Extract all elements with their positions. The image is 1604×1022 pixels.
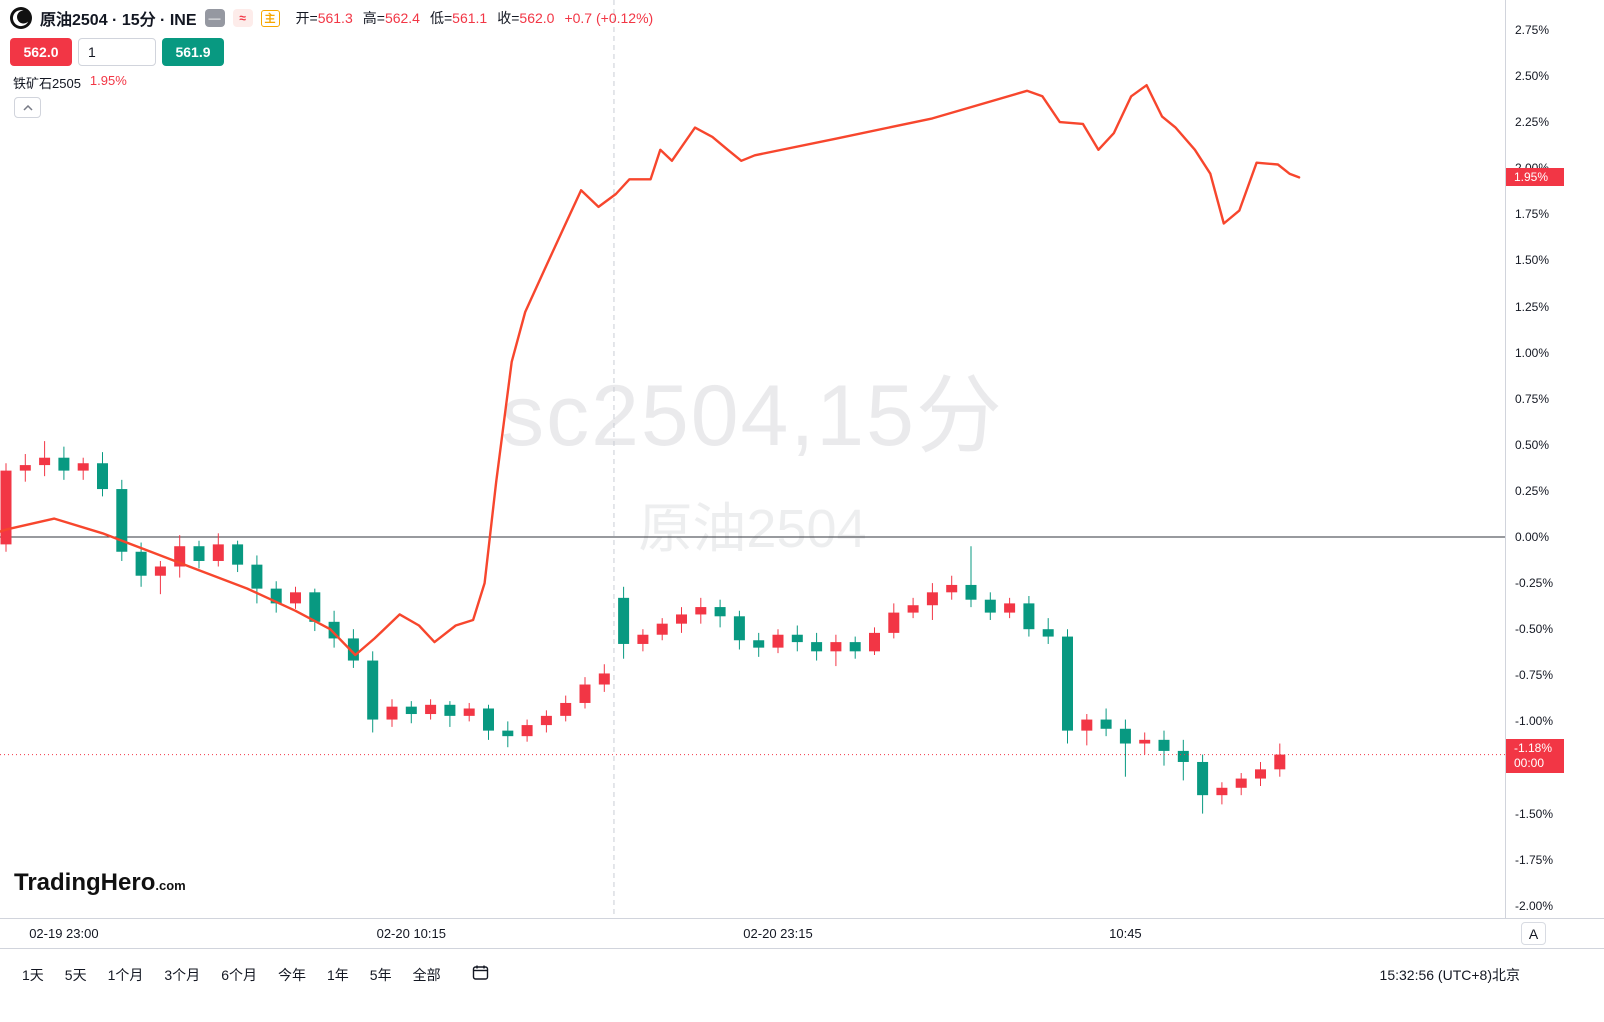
range-button-6[interactable]: 今年: [270, 958, 314, 992]
range-button-2[interactable]: 5天: [57, 958, 95, 992]
range-button-5[interactable]: 6个月: [213, 958, 265, 992]
last-price-badge: -1.18% 00:00: [1506, 738, 1564, 773]
ohlc-item: 低=561.1: [429, 10, 488, 26]
change-value: +0.7 (+0.12%): [564, 10, 654, 26]
price-tick-label: 0.75%: [1515, 391, 1550, 406]
price-tick-label: 2.25%: [1515, 115, 1550, 130]
compare-legend: 铁矿石2505 1.95%: [13, 73, 127, 92]
time-axis[interactable]: A 02-19 23:00 02-20 10:15 02-20 23:15 10:45: [0, 918, 1604, 948]
range-button-8[interactable]: 5年: [362, 958, 400, 992]
ohlc-item: 高=562.4: [362, 10, 420, 26]
brand-suffix: .com: [155, 878, 186, 893]
minimize-legend-icon[interactable]: —: [204, 9, 225, 27]
sell-price-button[interactable]: 562.0: [10, 38, 72, 66]
range-button-3[interactable]: 1个月: [100, 958, 152, 992]
price-tick-label: 0.00%: [1515, 530, 1550, 544]
bar-countdown: 00:00: [1514, 755, 1545, 770]
price-tick-label: -0.75%: [1515, 668, 1554, 683]
price-axis[interactable]: 1.95% -1.18% 00:00 2.75%2.50%2.25%2.00%1…: [1505, 0, 1604, 918]
price-tick-label: 2.75%: [1515, 22, 1550, 37]
collapse-legend-button[interactable]: [14, 97, 41, 118]
price-tick-label: -2.00%: [1515, 898, 1554, 913]
compare-change-value: 1.95%: [89, 73, 127, 88]
quantity-input[interactable]: [78, 38, 156, 66]
adjust-button[interactable]: A: [1521, 922, 1546, 945]
calendar-icon: [472, 964, 489, 981]
clock-timezone[interactable]: 15:32:56 (UTC+8)北京: [1379, 967, 1520, 983]
last-price-value: -1.18%: [1514, 740, 1553, 755]
compare-price-badge: 1.95%: [1506, 168, 1564, 187]
range-button-4[interactable]: 3个月: [156, 958, 208, 992]
ohlc-legend: 开=561.3 高=562.4 低=561.1 收=562.0 +0.7 (+0.12%…: [296, 8, 654, 28]
chart-area: sc2504,15分 原油2504 原油2504 · 15分 · INE — ≈…: [0, 0, 1505, 918]
price-tick-label: 0.50%: [1515, 437, 1550, 452]
buy-price-button[interactable]: 561.9: [162, 38, 224, 66]
brand-name: TradingHero: [14, 869, 156, 896]
symbol-legend: 原油2504 · 15分 · INE — ≈ 主 开=561.3 高=562.4 低…: [10, 6, 653, 30]
ohlc-item: 开=561.3: [295, 10, 353, 26]
time-tick-label: 02-19 23:00: [29, 926, 99, 941]
range-button-7[interactable]: 1年: [319, 958, 357, 992]
time-tick-label: 02-20 23:15: [743, 926, 813, 941]
order-panel: 562.0 561.9: [10, 38, 224, 66]
price-tick-label: 1.75%: [1515, 207, 1550, 222]
chevron-up-icon: [22, 104, 33, 111]
bottom-toolbar: 1天 5天 1个月 3个月 6个月 今年 1年 5年 全部 15:32:56 (UTC+8)北京: [0, 948, 1604, 1022]
price-tick-label: -0.25%: [1515, 576, 1554, 591]
price-tick-label: 1.25%: [1515, 299, 1550, 314]
wave-style-icon[interactable]: ≈: [232, 9, 253, 27]
price-tick-label: 0.25%: [1515, 483, 1550, 498]
time-tick-label: 02-20 10:15: [376, 926, 446, 941]
go-to-date-button[interactable]: [466, 958, 495, 987]
price-tick-label: -0.50%: [1515, 622, 1554, 637]
tradinghero-logo: TradingHero .com: [14, 869, 186, 897]
chart-canvas[interactable]: [0, 0, 1505, 918]
symbol-title[interactable]: 原油2504 · 15分 · INE: [40, 12, 197, 29]
compare-symbol-label[interactable]: 铁矿石2505: [13, 76, 81, 91]
price-tick-label: -1.50%: [1515, 806, 1554, 821]
range-button-1[interactable]: 1天: [14, 958, 52, 992]
ohlc-item: 收=562.0: [497, 10, 555, 26]
symbol-logo-icon: [10, 7, 32, 29]
price-tick-label: 1.50%: [1515, 253, 1550, 268]
time-tick-label: 10:45: [1109, 926, 1142, 941]
price-tick-label: -1.00%: [1515, 714, 1554, 729]
price-tick-label: 1.00%: [1515, 345, 1550, 360]
range-buttons: 1天 5天 1个月 3个月 6个月 今年 1年 5年 全部: [14, 958, 454, 992]
price-tick-label: 2.50%: [1515, 69, 1550, 83]
main-contract-icon[interactable]: 主: [260, 9, 280, 27]
price-tick-label: -1.75%: [1515, 852, 1554, 867]
range-button-9[interactable]: 全部: [405, 958, 449, 992]
